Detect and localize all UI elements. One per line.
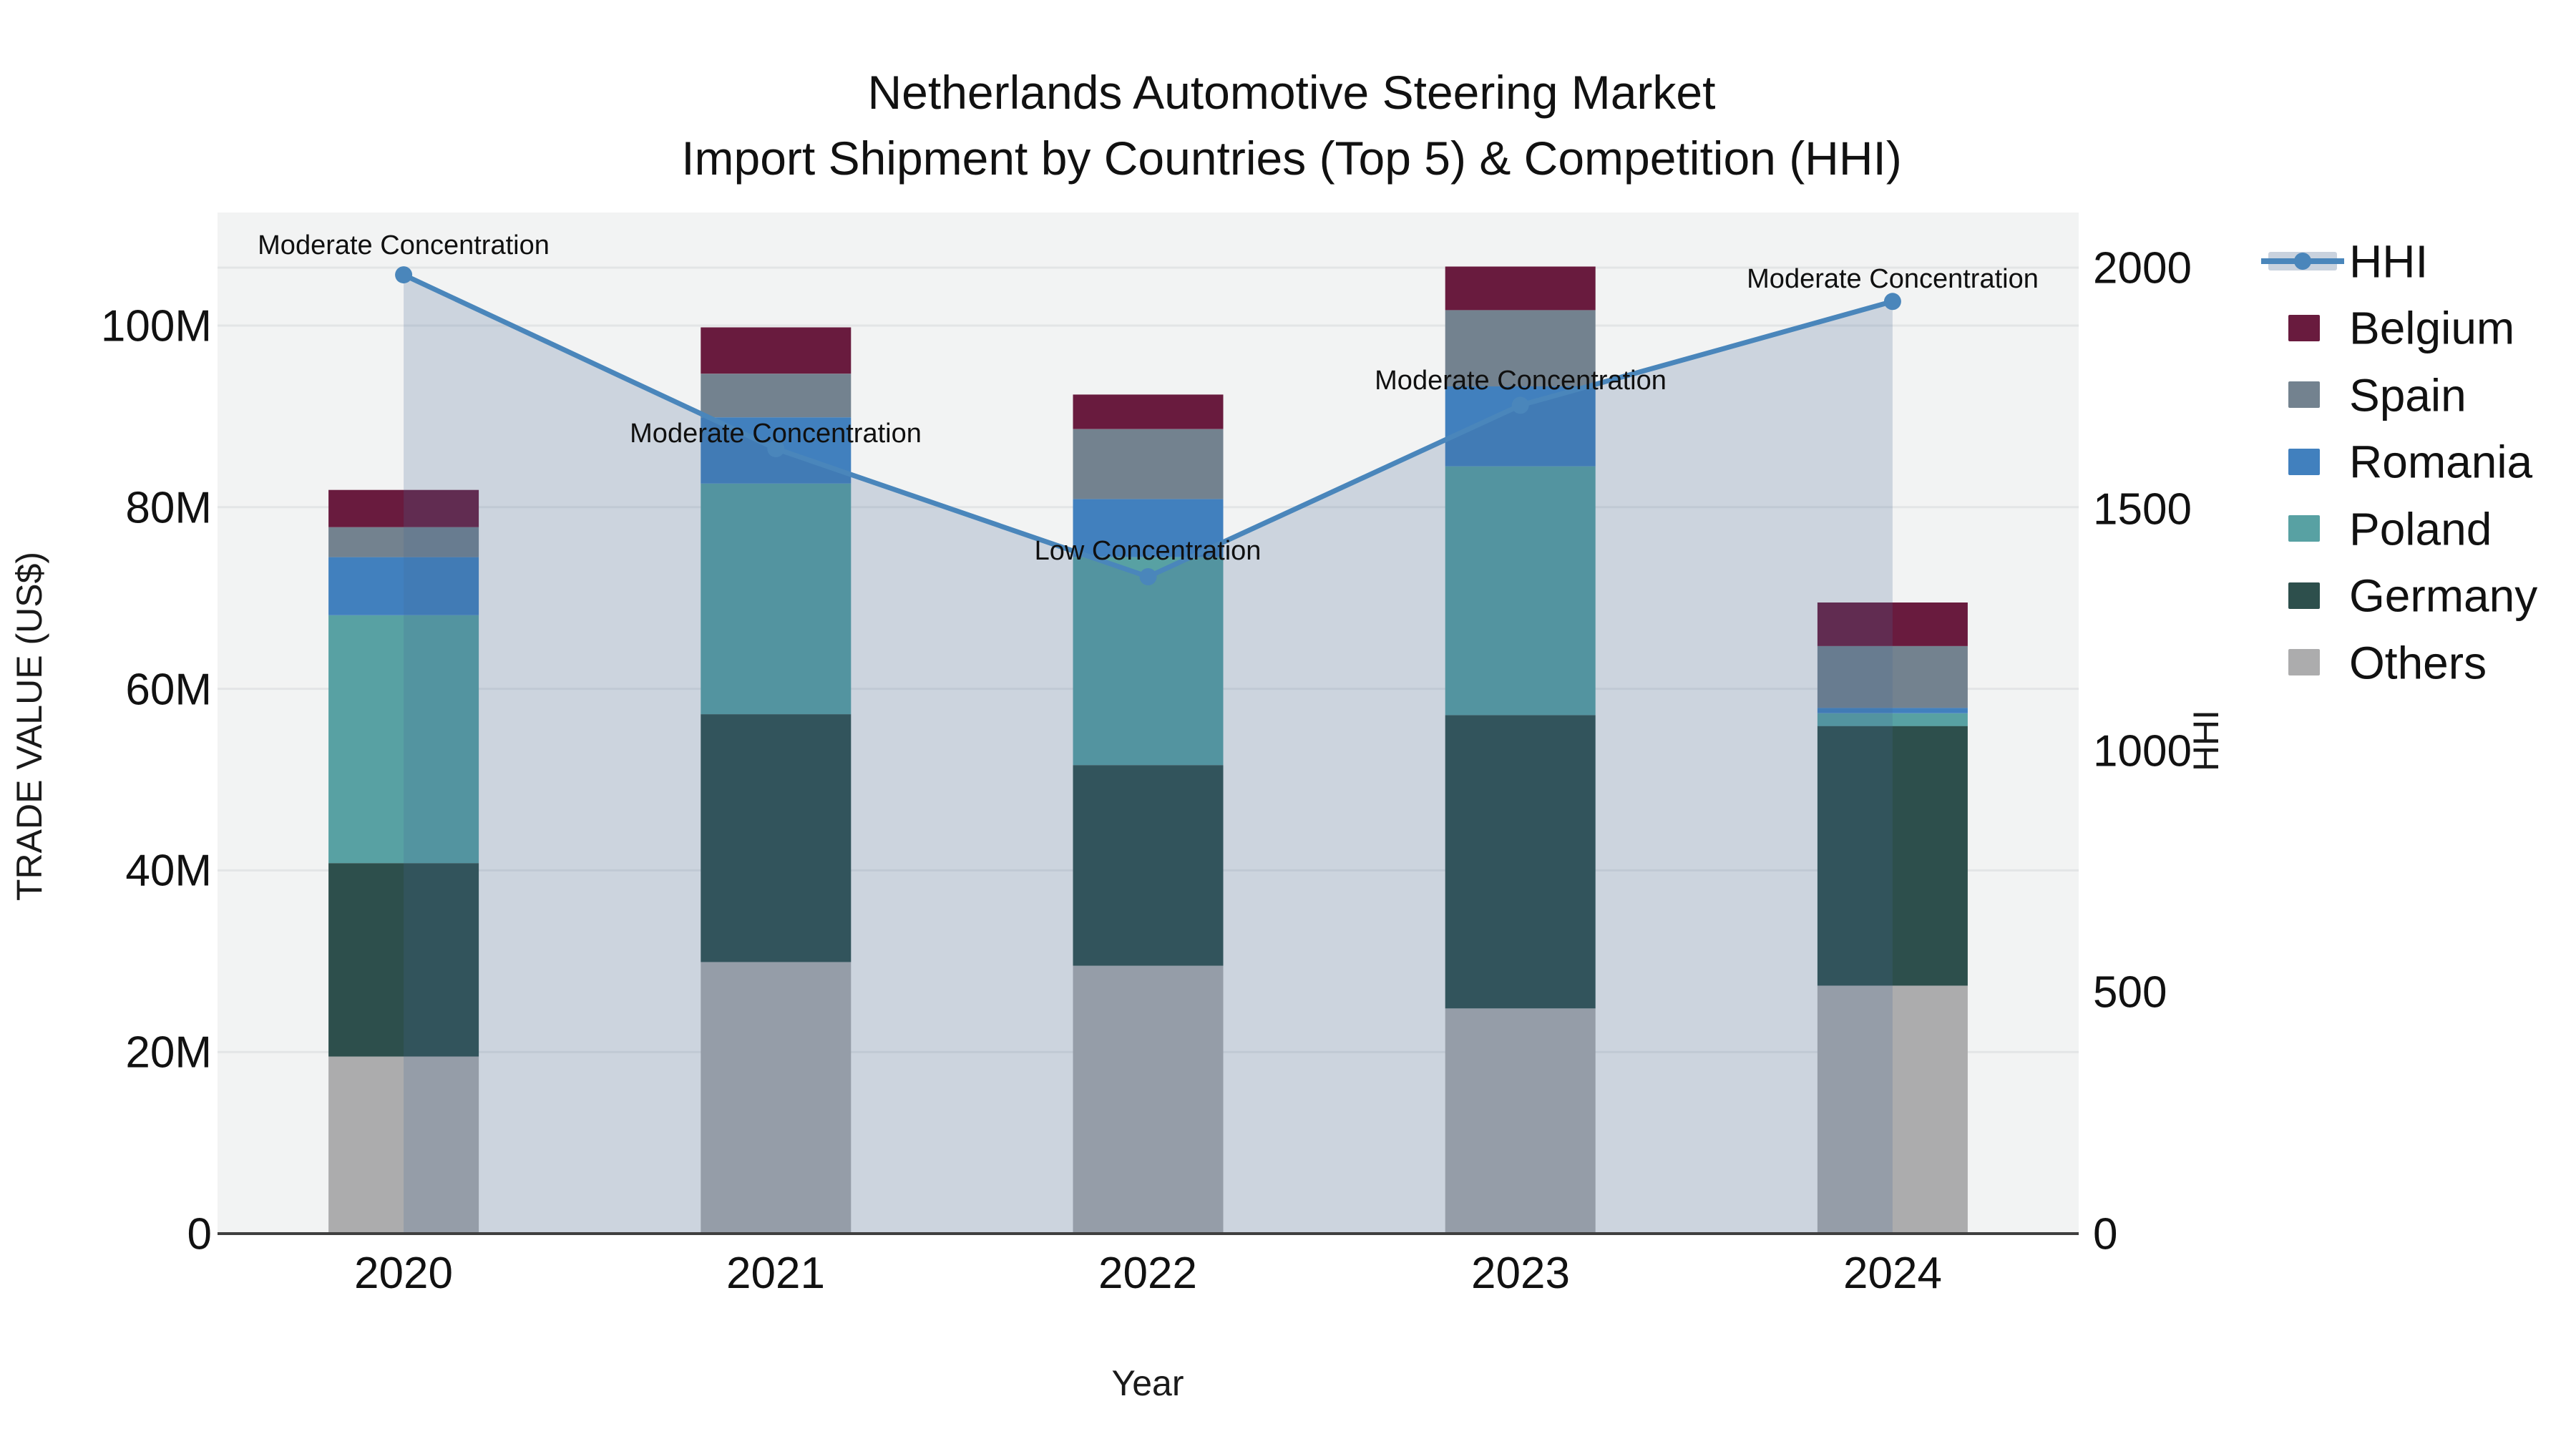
x-tick-2020: 2020: [354, 1249, 453, 1298]
x-tick-2021: 2021: [726, 1249, 825, 1298]
y-right-tick-500: 500: [2093, 968, 2167, 1018]
y-left-tick-20m: 20M: [125, 1028, 212, 1078]
legend-item-germany[interactable]: Germany: [2288, 570, 2537, 621]
annotation-2023: Moderate Concentration: [1375, 366, 1667, 396]
x-tick-2022: 2022: [1098, 1249, 1197, 1298]
bar-segment-poland-2023: [1445, 466, 1596, 716]
bar-segment-belgium-2020: [328, 489, 479, 527]
bar-segment-poland-2022: [1073, 557, 1224, 766]
legend-label-belgium: Belgium: [2349, 302, 2514, 353]
legend-item-others[interactable]: Others: [2288, 637, 2487, 688]
x-tick-2023: 2023: [1471, 1249, 1570, 1298]
hhi-area-fill: [404, 275, 1893, 1234]
legend-label-others: Others: [2349, 637, 2487, 688]
annotation-2022: Low Concentration: [1035, 536, 1262, 566]
hhi-marker-2022: [1139, 568, 1157, 585]
bar-segment-poland-2024: [1817, 713, 1968, 726]
y-right-tick-2000: 2000: [2093, 244, 2192, 293]
bar-segment-spain-2023: [1445, 310, 1596, 386]
bar-segment-germany-2023: [1445, 715, 1596, 1009]
hhi-marker-2023: [1511, 396, 1529, 414]
y-right-tick-1500: 1500: [2093, 485, 2192, 535]
legend-item-romania[interactable]: Romania: [2288, 436, 2533, 487]
bar-segment-romania-2020: [328, 557, 479, 615]
bar-segment-others-2024: [1817, 985, 1968, 1234]
spain-swatch: [2288, 381, 2320, 408]
x-tick-2024: 2024: [1843, 1249, 1942, 1298]
bar-segment-belgium-2024: [1817, 602, 1968, 646]
chart-title-line2: Import Shipment by Countries (Top 5) & C…: [681, 132, 1902, 185]
bar-segment-germany-2021: [701, 714, 852, 962]
y-right-tick-1000: 1000: [2093, 727, 2192, 776]
bar-segment-belgium-2023: [1445, 266, 1596, 311]
hhi-marker-swatch: [2294, 253, 2311, 270]
bar-segment-others-2022: [1073, 965, 1224, 1234]
legend-label-romania: Romania: [2349, 436, 2533, 487]
y-right-axis-title: HHI: [2186, 710, 2226, 771]
plot-area: [218, 213, 2079, 1234]
annotation-2020: Moderate Concentration: [258, 230, 550, 260]
legend: HHI Belgium Spain Romania Poland Germany…: [2261, 235, 2537, 688]
romania-swatch: [2288, 449, 2320, 475]
hhi-marker-2021: [767, 440, 785, 458]
y-left-tick-60m: 60M: [125, 665, 212, 715]
y-left-tick-0: 0: [187, 1210, 212, 1259]
legend-label-poland: Poland: [2349, 503, 2492, 555]
bar-segment-spain-2020: [328, 527, 479, 557]
bar-segment-germany-2024: [1817, 726, 1968, 986]
bar-segment-others-2021: [701, 962, 852, 1234]
y-right-tick-0: 0: [2093, 1210, 2117, 1259]
y-left-tick-40m: 40M: [125, 847, 212, 896]
bar-segment-romania-2022: [1073, 499, 1224, 557]
hhi-marker-2020: [395, 266, 413, 284]
bar-segment-spain-2021: [701, 374, 852, 418]
legend-label-germany: Germany: [2349, 570, 2537, 621]
bar-segment-spain-2024: [1817, 646, 1968, 708]
bar-segment-poland-2021: [701, 483, 852, 715]
bar-segment-germany-2022: [1073, 765, 1224, 966]
legend-label-hhi: HHI: [2349, 235, 2428, 287]
bar-segment-belgium-2022: [1073, 394, 1224, 429]
y-left-tick-80m: 80M: [125, 484, 212, 533]
germany-swatch: [2288, 582, 2320, 609]
annotation-2021: Moderate Concentration: [630, 419, 922, 449]
legend-item-spain[interactable]: Spain: [2288, 369, 2467, 421]
bar-segment-others-2023: [1445, 1008, 1596, 1234]
bar-segment-poland-2020: [328, 615, 479, 864]
annotation-2024: Moderate Concentration: [1747, 264, 2039, 294]
y-left-tick-100m: 100M: [101, 302, 212, 351]
legend-item-belgium[interactable]: Belgium: [2288, 302, 2514, 353]
chart-title-line1: Netherlands Automotive Steering Market: [868, 66, 1716, 119]
hhi-marker-2024: [1883, 293, 1901, 311]
y-left-axis-title: TRADE VALUE (US$): [9, 552, 49, 901]
legend-item-hhi[interactable]: HHI: [2261, 235, 2428, 287]
bar-segment-romania-2024: [1817, 708, 1968, 713]
poland-swatch: [2288, 515, 2320, 542]
bar-segment-germany-2020: [328, 863, 479, 1057]
bar-segment-belgium-2021: [701, 327, 852, 374]
bar-segment-others-2020: [328, 1056, 479, 1234]
others-swatch: [2288, 649, 2320, 675]
legend-item-poland[interactable]: Poland: [2288, 503, 2492, 555]
legend-label-spain: Spain: [2349, 369, 2467, 421]
bar-segment-spain-2022: [1073, 429, 1224, 499]
belgium-swatch: [2288, 315, 2320, 341]
x-axis-title: Year: [1111, 1363, 1184, 1403]
